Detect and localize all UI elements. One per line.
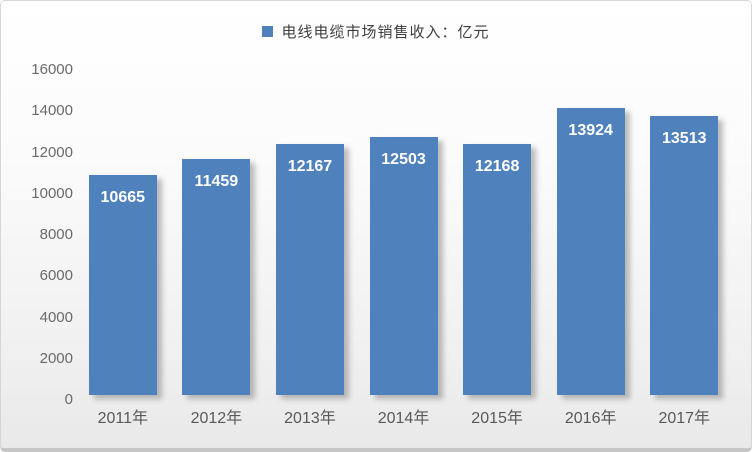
y-tick-label: 2000 — [39, 349, 73, 367]
bar-value-label: 11459 — [194, 173, 239, 190]
legend-marker-icon — [262, 26, 274, 37]
bar-value-label: 10665 — [100, 189, 146, 206]
bar-value-label: 12167 — [287, 158, 333, 175]
y-tick-label: 8000 — [39, 226, 73, 243]
legend: 电线电缆市场销售收入：亿元 — [1, 21, 751, 42]
bar-2013年: 12167 — [275, 144, 344, 395]
x-tick-label: 2017年 — [658, 410, 711, 427]
y-tick-label: 0 — [64, 391, 73, 408]
x-tick-label: 2016年 — [564, 410, 617, 427]
bar-2011年: 10665 — [88, 175, 157, 395]
bar-column: 13924 — [544, 65, 638, 395]
bar-value-label: 12168 — [474, 158, 520, 175]
x-tick-label: 2011年 — [97, 410, 148, 427]
bar-2017年: 13513 — [650, 116, 719, 395]
x-tick-label: 2014年 — [377, 410, 430, 427]
bar-column: 12168 — [450, 65, 544, 395]
bar-column: 12503 — [357, 65, 451, 395]
legend-label: 电线电缆市场销售收入：亿元 — [281, 24, 490, 41]
y-tick-label: 6000 — [39, 267, 73, 285]
bar-value-label: 13924 — [568, 122, 613, 139]
x-tick-label: 2013年 — [284, 410, 336, 427]
bar-column: 13513 — [637, 65, 731, 395]
bar-value-label: 13513 — [662, 130, 707, 147]
bar-2016年: 13924 — [556, 108, 625, 395]
x-axis: 2011年 2012年 2013年 2014年 2015年 2016年 2017年 — [76, 407, 731, 431]
bar-column: 12167 — [263, 65, 357, 395]
x-tick-label: 2015年 — [471, 410, 523, 427]
bar-2015年: 12168 — [463, 144, 532, 395]
y-tick-label: 10000 — [31, 184, 73, 202]
y-tick-label: 14000 — [31, 102, 73, 120]
y-tick-label: 4000 — [39, 308, 73, 326]
bar-column: 11459 — [170, 65, 264, 395]
bars-row: 10665 11459 12167 12503 12168 13924 13513 — [76, 65, 731, 395]
bar-column: 10665 — [76, 65, 170, 395]
bar-2014年: 12503 — [369, 137, 438, 395]
bar-value-label: 12503 — [381, 151, 426, 168]
y-tick-label: 12000 — [31, 143, 73, 161]
y-axis: 0 2000 4000 6000 8000 10000 12000 14000 16000 — [1, 1, 73, 448]
x-tick-label: 2012年 — [190, 410, 243, 427]
y-tick-label: 16000 — [31, 61, 73, 78]
bar-2012年: 11459 — [182, 159, 251, 395]
